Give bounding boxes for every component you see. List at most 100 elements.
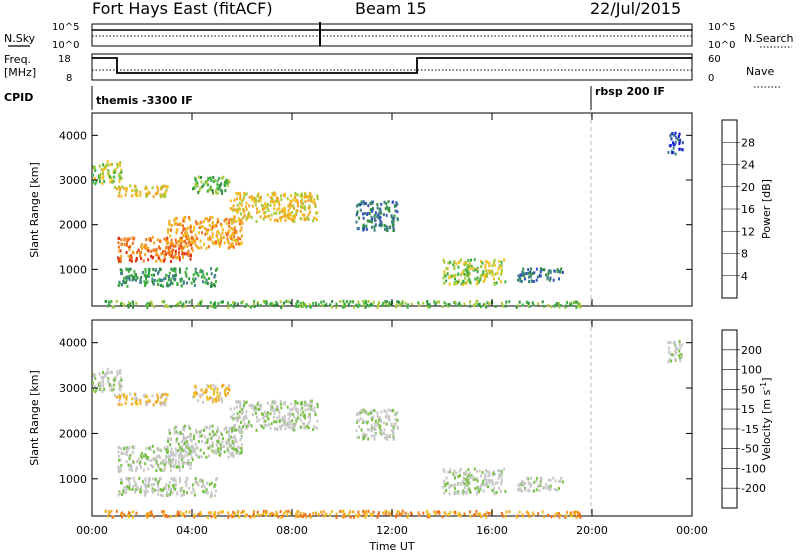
velocity-echo-cell [218,436,221,440]
power-echo-cell [339,300,342,303]
velocity-echo-cell [535,488,538,492]
power-echo-cell [118,162,121,166]
power-echo-cell [476,276,479,280]
velocity-echo-cell [143,489,146,493]
velocity-echo-cell [235,428,238,432]
power-echo-cell [331,305,333,309]
power-echo-cell [144,274,146,278]
velocity-echo-cell [385,422,388,426]
velocity-echo-cell [370,416,373,420]
power-echo-cell [167,278,170,282]
velocity-echo-cell [669,353,672,357]
power-echo-cell [144,253,147,256]
power-echo-cell [454,273,457,277]
velocity-echo-cell [176,431,179,435]
power-echo-cell [527,303,530,307]
velocity-echo-cell [286,513,289,517]
power-echo-cell [528,275,531,279]
velocity-echo-cell [192,448,195,452]
velocity-echo-cell [426,515,429,519]
velocity-echo-cell [168,461,171,465]
velocity-echo-cell [302,512,305,516]
velocity-echo-cell [289,407,292,411]
power-echo-cell [254,197,257,201]
velocity-echo-cell [169,443,172,447]
velocity-echo-cell [667,341,670,345]
velocity-echo-cell [166,447,169,451]
velocity-echo-cell [120,385,123,388]
velocity-echo-cell [384,415,387,419]
power-echo-cell [552,278,555,282]
velocity-echo-cell [295,421,298,425]
power-echo-cell [353,305,355,309]
power-echo-cell [672,143,675,147]
power-echo-cell [136,250,139,254]
velocity-echo-cell [237,510,240,514]
power-echo-cell [245,303,248,307]
velocity-echo-cell [110,509,113,513]
power-echo-cell [209,237,212,241]
velocity-echo-cell [120,376,123,380]
power-echo-cell [159,193,162,197]
velocity-echo-cell [207,511,210,515]
power-echo-cell [293,196,296,200]
velocity-echo-cell [151,394,154,398]
power-echo-cell [300,194,303,197]
velocity-echo-cell [147,456,150,460]
velocity-echo-cell [493,472,496,476]
power-echo-cell [669,133,672,137]
velocity-echo-cell [380,410,383,414]
power-echo-cell [123,276,126,280]
velocity-echo-cell [105,509,108,513]
velocity-echo-cell [114,394,116,398]
power-echo-cell [522,274,525,278]
power-echo-cell [267,214,270,218]
power-echo-cell [482,280,485,283]
power-echo-cell [449,260,452,264]
power-echo-cell [120,194,123,198]
velocity-echo-cell [239,400,241,404]
power-echo-cell [539,274,541,278]
velocity-echo-cell [181,494,183,497]
power-echo-cell [159,247,162,251]
velocity-echo-cell [532,489,535,493]
power-echo-cell [164,190,167,194]
velocity-echo-cell [117,403,120,406]
power-echo-cell [362,223,365,227]
power-echo-cell [446,272,449,276]
velocity-echo-cell [165,461,168,465]
power-echo-cell [132,275,135,279]
power-echo-cell [296,199,299,203]
power-echo-cell [469,300,472,304]
velocity-echo-cell [362,408,365,412]
power-echo-cell [174,252,177,256]
power-echo-cell [177,244,180,248]
velocity-echo-cell [161,489,164,493]
velocity-echo-cell [499,489,502,493]
velocity-echo-cell [213,398,216,402]
power-echo-cell [133,184,136,188]
velocity-echo-cell [145,454,148,458]
power-echo-cell [445,267,448,271]
velocity-echo-cell [128,454,131,458]
power-echo-cell [239,218,242,222]
power-echo-cell [499,280,502,284]
velocity-echo-cell [279,425,282,429]
velocity-echo-region [167,424,244,459]
power-echo-cell [672,151,675,154]
velocity-echo-cell [275,420,278,424]
velocity-echo-cell [108,510,110,514]
velocity-echo-cell [458,511,461,515]
power-echo-cell [442,258,445,262]
power-echo-cell [128,276,131,280]
power-echo-cell [491,264,494,268]
velocity-echo-cell [309,415,312,419]
velocity-echo-cell [499,472,502,476]
power-echo-cell [180,236,183,240]
velocity-echo-cell [445,489,448,492]
power-echo-cell [200,180,203,184]
power-echo-cell [109,180,112,184]
power-echo-cell [385,225,388,229]
velocity-echo-cell [189,434,192,438]
velocity-echo-cell [454,476,457,480]
